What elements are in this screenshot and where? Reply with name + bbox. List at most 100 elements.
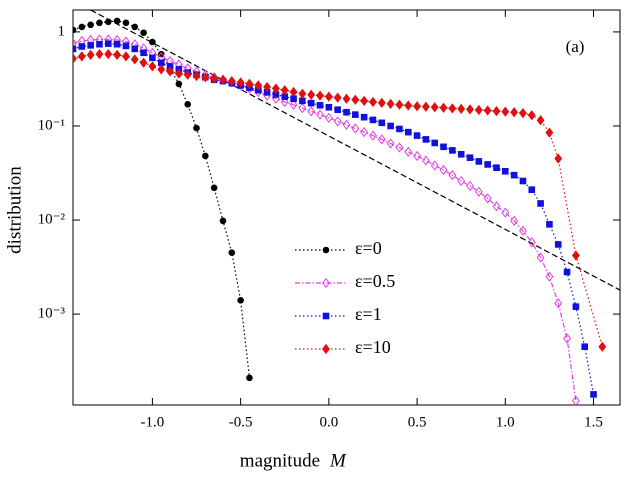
marker — [536, 115, 545, 126]
marker — [466, 104, 474, 115]
marker — [527, 110, 536, 121]
marker — [466, 180, 474, 192]
marker — [466, 154, 474, 161]
marker — [483, 193, 492, 204]
x-tick-label: 1.5 — [584, 414, 603, 430]
y-axis-label: distribution — [4, 166, 25, 254]
marker — [113, 17, 121, 25]
marker — [86, 49, 95, 60]
marker — [439, 102, 448, 113]
marker — [228, 249, 236, 256]
plot-area — [73, 10, 620, 405]
marker — [404, 100, 413, 111]
x-tick-label: -1.0 — [141, 414, 165, 430]
marker — [571, 395, 580, 405]
marker — [581, 343, 589, 351]
series-line — [73, 38, 577, 401]
series-line — [73, 53, 603, 347]
marker — [457, 103, 466, 114]
marker — [369, 116, 377, 124]
marker — [104, 49, 113, 60]
marker — [271, 83, 280, 94]
marker — [546, 221, 553, 228]
marker — [448, 103, 457, 114]
marker — [439, 164, 448, 176]
marker — [87, 21, 94, 29]
marker — [148, 61, 157, 72]
marker — [140, 49, 147, 57]
marker — [245, 78, 254, 90]
marker — [475, 158, 483, 165]
marker — [360, 113, 368, 121]
marker — [334, 106, 341, 113]
marker — [122, 19, 130, 27]
marker — [307, 106, 316, 117]
marker — [307, 89, 316, 100]
marker — [501, 106, 510, 117]
marker — [289, 86, 298, 98]
marker — [351, 123, 360, 134]
x-axis-label: magnitude — [240, 450, 320, 471]
y-tick-label: 1 — [58, 23, 66, 39]
marker — [545, 271, 554, 282]
marker — [184, 100, 191, 108]
x-tick-label: 0.0 — [319, 414, 338, 430]
marker — [333, 116, 342, 127]
marker — [73, 45, 77, 53]
marker — [263, 81, 272, 93]
marker — [457, 175, 466, 187]
x-tick-label: 1.0 — [496, 414, 515, 430]
marker — [404, 146, 413, 158]
marker — [527, 237, 536, 248]
marker — [174, 68, 183, 79]
marker — [352, 111, 359, 118]
marker — [343, 108, 350, 116]
marker — [192, 70, 201, 82]
marker — [430, 160, 439, 171]
marker — [289, 99, 298, 110]
marker — [210, 73, 219, 84]
marker — [421, 155, 430, 166]
marker — [554, 153, 563, 164]
marker — [227, 75, 236, 87]
marker — [130, 54, 139, 65]
marker — [131, 45, 139, 53]
legend-marker — [322, 246, 330, 254]
marker — [360, 95, 369, 106]
marker — [484, 161, 491, 168]
marker — [131, 23, 139, 31]
marker — [395, 142, 404, 153]
marker — [492, 201, 501, 212]
marker — [122, 51, 130, 62]
marker — [183, 69, 192, 80]
marker — [298, 88, 307, 99]
marker — [104, 40, 112, 47]
marker — [157, 50, 165, 58]
marker — [386, 98, 395, 109]
marker — [563, 268, 571, 276]
marker — [386, 138, 395, 149]
marker — [299, 97, 306, 105]
marker — [519, 107, 527, 119]
marker — [333, 92, 342, 103]
marker — [483, 105, 492, 116]
marker — [219, 217, 227, 225]
marker — [422, 136, 430, 143]
marker — [254, 80, 263, 91]
marker — [528, 186, 536, 194]
marker — [387, 122, 394, 130]
marker — [325, 103, 333, 111]
marker — [395, 99, 404, 110]
marker — [510, 171, 518, 179]
legend-label: ε=1 — [355, 304, 382, 324]
plot-frame — [72, 9, 621, 406]
marker — [378, 119, 386, 127]
marker — [87, 42, 94, 49]
marker — [474, 104, 483, 116]
marker — [193, 124, 200, 132]
marker — [396, 125, 403, 133]
marker — [404, 128, 412, 136]
marker — [537, 200, 544, 207]
legend-label: ε=10 — [355, 337, 391, 357]
marker — [73, 26, 77, 34]
